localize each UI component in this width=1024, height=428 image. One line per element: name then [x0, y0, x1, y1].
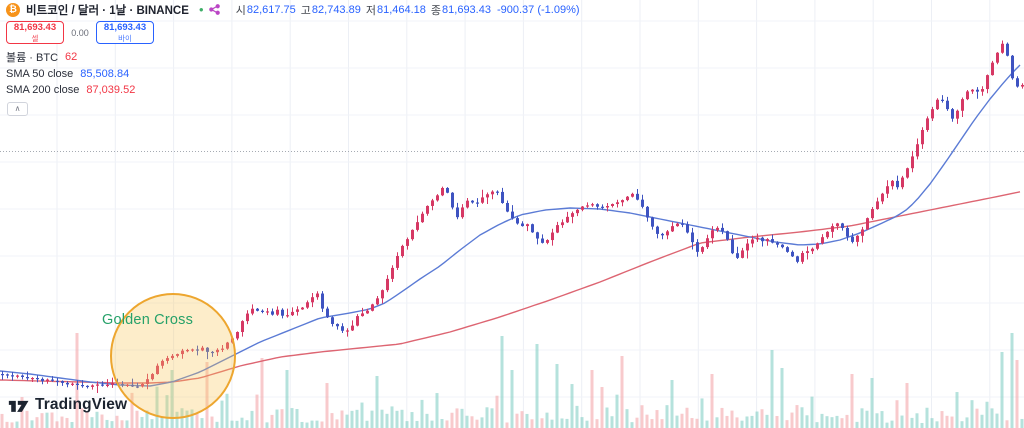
sell-button[interactable]: 81,693.43 셀: [6, 21, 64, 44]
spread-value: 0.00: [71, 27, 89, 38]
ohlc-readout: 시 82,617.75 고 82,743.89 저 81,464.18 종 81…: [236, 2, 580, 18]
volume-legend-row[interactable]: 볼륨 · BTC 62: [6, 49, 580, 66]
sell-price: 81,693.43: [13, 22, 57, 33]
trade-buttons-row: 81,693.43 셀 0.00 81,693.43 바이: [6, 21, 580, 44]
change-value: -900.37 (-1.09%): [496, 3, 580, 16]
watermark-text: TradingView: [35, 396, 128, 413]
sma200-label: SMA 200 close: [6, 84, 80, 97]
open-value: 82,617.75: [246, 3, 296, 16]
tradingview-watermark[interactable]: TradingView: [8, 396, 127, 414]
collapse-indicators-button[interactable]: ∧: [7, 101, 28, 116]
symbol-row: ₿ 비트코인 / 달러 · 1날 · BINANCE ● 시 82,617.75…: [6, 2, 580, 17]
sma200-value: 87,039.52: [86, 84, 136, 97]
low-value: 81,464.18: [376, 3, 426, 16]
share-icon[interactable]: [208, 4, 220, 15]
market-status-icon: ●: [198, 4, 204, 14]
sma50-value: 85,508.84: [80, 67, 130, 80]
indicator-legend: 볼륨 · BTC 62 SMA 50 close 85,508.84 SMA 2…: [6, 49, 580, 116]
open-label: 시: [235, 4, 246, 17]
volume-label: 볼륨 · BTC: [6, 52, 59, 65]
high-value: 82,743.89: [311, 3, 361, 16]
tradingview-logo-icon: [8, 400, 29, 412]
buy-button[interactable]: 81,693.43 바이: [96, 21, 154, 44]
sma50-label: SMA 50 close: [6, 67, 74, 80]
chart-header: ₿ 비트코인 / 달러 · 1날 · BINANCE ● 시 82,617.75…: [6, 2, 580, 116]
sma200-legend-row[interactable]: SMA 200 close 87,039.52: [6, 82, 580, 99]
volume-value: 62: [65, 51, 78, 64]
sma50-legend-row[interactable]: SMA 50 close 85,508.84: [6, 66, 580, 83]
symbol-title[interactable]: 비트코인 / 달러 · 1날 · BINANCE: [26, 4, 189, 17]
close-label: 종: [430, 4, 442, 17]
close-value: 81,693.43: [442, 3, 491, 16]
high-label: 고: [300, 4, 311, 17]
golden-cross-circle[interactable]: [110, 293, 236, 419]
chevron-up-icon: ∧: [14, 103, 21, 113]
buy-price: 81,693.43: [103, 22, 147, 33]
golden-cross-label[interactable]: Golden Cross: [102, 312, 194, 328]
low-label: 저: [365, 4, 376, 17]
sell-label: 셀: [31, 33, 39, 43]
buy-label: 바이: [118, 33, 132, 43]
bitcoin-icon: ₿: [6, 2, 20, 17]
